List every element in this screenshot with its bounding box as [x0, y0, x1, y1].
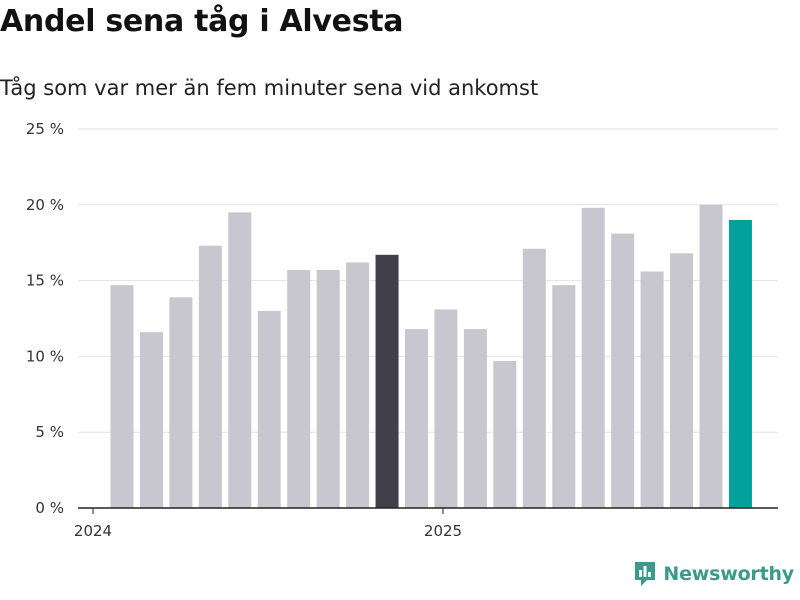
y-tick-label: 5 % — [35, 423, 64, 441]
bar — [670, 253, 694, 508]
y-tick-label: 15 % — [26, 272, 64, 290]
bar — [405, 329, 428, 508]
bar — [552, 285, 576, 508]
bar — [581, 207, 605, 508]
bar — [257, 310, 281, 508]
bar — [169, 297, 193, 508]
bar — [375, 254, 399, 508]
bar — [434, 309, 458, 508]
bar — [110, 285, 134, 508]
y-tick-label: 25 % — [26, 120, 64, 138]
y-tick-label: 10 % — [26, 347, 64, 365]
y-tick-label: 20 % — [26, 196, 64, 214]
bar-chart-pin-icon — [635, 562, 656, 586]
bar — [316, 269, 340, 508]
bar — [699, 204, 723, 509]
bar — [287, 269, 311, 508]
chart-title: Andel sena tåg i Alvesta — [0, 4, 404, 39]
bar — [463, 329, 487, 508]
bar — [728, 219, 752, 508]
x-tick-label: 2024 — [74, 522, 112, 540]
bar — [228, 212, 252, 508]
brand-name: Newsworthy — [663, 563, 794, 585]
bar — [346, 262, 370, 508]
bar — [640, 271, 664, 508]
y-tick-label: 0 % — [35, 499, 64, 517]
bar — [139, 332, 163, 508]
bar — [198, 245, 222, 508]
bar — [522, 248, 546, 509]
chart-subtitle: Tåg som var mer än fem minuter sena vid … — [0, 76, 539, 100]
bar — [493, 360, 517, 508]
newsworthy-logo: Newsworthy — [633, 560, 794, 588]
bar — [611, 233, 635, 508]
x-tick-label: 2025 — [424, 522, 462, 540]
